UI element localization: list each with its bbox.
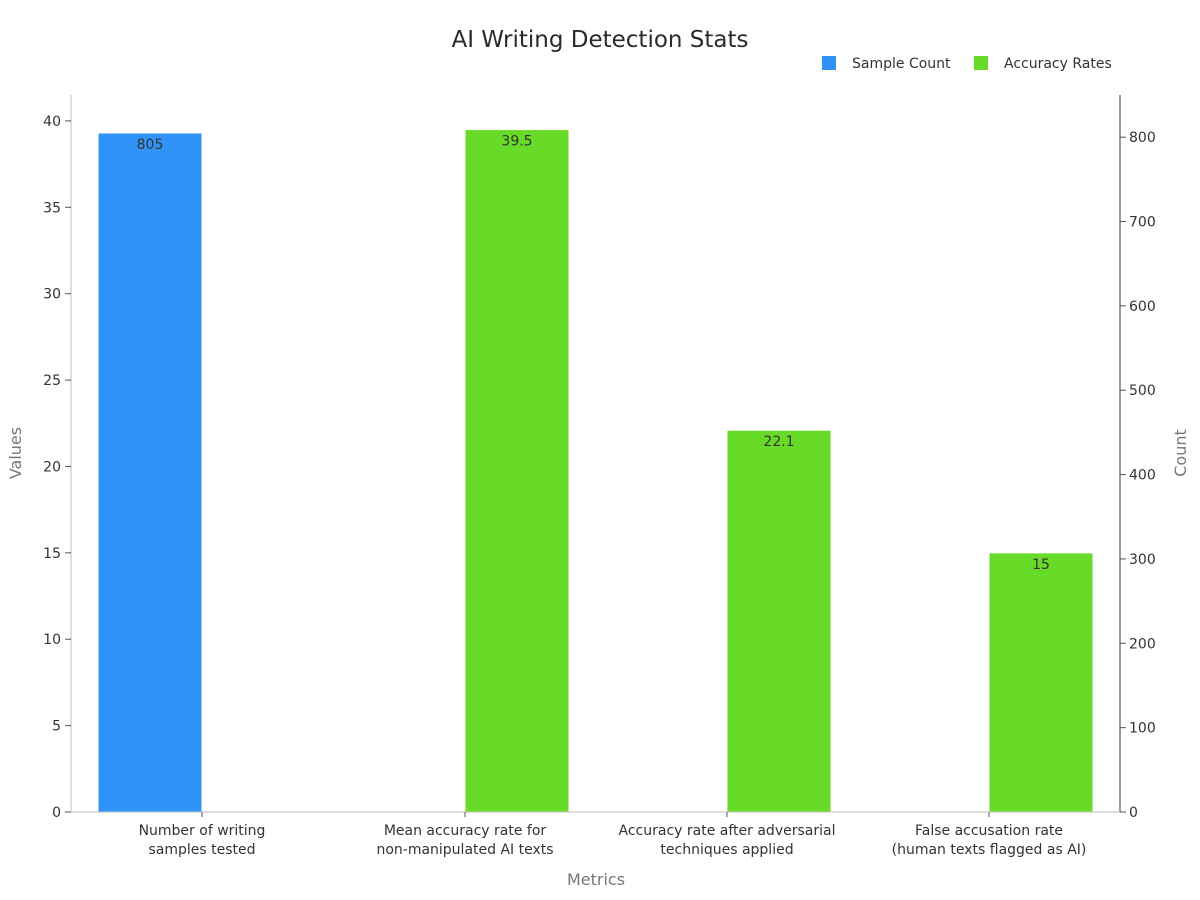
right-tick-label: 800	[1129, 130, 1156, 146]
x-axis-title: Metrics	[567, 870, 625, 889]
left-tick-label: 10	[43, 632, 61, 648]
x-tick-label: techniques applied	[660, 842, 793, 858]
x-tick-label: Mean accuracy rate for	[384, 823, 547, 839]
x-tick-label: Accuracy rate after adversarial	[619, 823, 836, 839]
bar-sample-count-0	[97, 132, 203, 813]
y-axis-title-right: Count	[1171, 429, 1190, 477]
legend-swatch-sample-count	[822, 56, 836, 70]
bar-accuracy-rates-1	[464, 129, 570, 813]
data-label-accuracy-rates-2: 22.1	[763, 434, 794, 450]
right-tick-label: 700	[1129, 215, 1156, 231]
legend-swatch-accuracy-rates	[974, 56, 988, 70]
right-tick-label: 500	[1129, 383, 1156, 399]
right-tick-label: 100	[1129, 721, 1156, 737]
y-axis-title-left: Values	[6, 427, 25, 479]
right-tick-label: 400	[1129, 468, 1156, 484]
x-tick-label: Number of writing	[139, 823, 266, 839]
right-tick-label: 600	[1129, 299, 1156, 315]
left-tick-label: 25	[43, 373, 61, 389]
x-axis-category-labels: Number of writing samples tested Mean accu…	[139, 812, 1087, 858]
left-tick-label: 15	[43, 546, 61, 562]
left-tick-label: 5	[52, 719, 61, 735]
x-tick-label: samples tested	[148, 842, 255, 858]
data-label-accuracy-rates-3: 15	[1032, 557, 1050, 573]
x-tick-label: (human texts flagged as AI)	[892, 842, 1087, 858]
data-label-sample-count-0: 805	[137, 137, 164, 153]
right-tick-label: 0	[1129, 805, 1138, 821]
bar-accuracy-rates-3	[988, 552, 1094, 813]
legend-label-sample-count: Sample Count	[852, 56, 951, 72]
legend-label-accuracy-rates: Accuracy Rates	[1004, 56, 1112, 72]
right-tick-label: 300	[1129, 552, 1156, 568]
left-tick-label: 20	[43, 459, 61, 475]
chart-title: AI Writing Detection Stats	[451, 27, 748, 53]
right-tick-label: 200	[1129, 636, 1156, 652]
left-y-axis-ticks: 0 5 10 15 20 25 30 35 40	[43, 114, 71, 821]
x-tick-label: False accusation rate	[915, 823, 1063, 839]
left-tick-label: 0	[52, 805, 61, 821]
left-tick-label: 30	[43, 287, 61, 303]
plot-area: 805 39.5 22.1 15	[97, 129, 1094, 813]
left-tick-label: 40	[43, 114, 61, 130]
data-label-accuracy-rates-1: 39.5	[501, 134, 532, 150]
x-tick-label: non-manipulated AI texts	[376, 842, 553, 858]
right-y-axis-ticks: 0 100 200 300 400 500 600 700 800	[1120, 130, 1156, 821]
legend: Sample Count Accuracy Rates	[822, 56, 1112, 72]
bar-accuracy-rates-2	[726, 429, 832, 813]
left-tick-label: 35	[43, 200, 61, 216]
